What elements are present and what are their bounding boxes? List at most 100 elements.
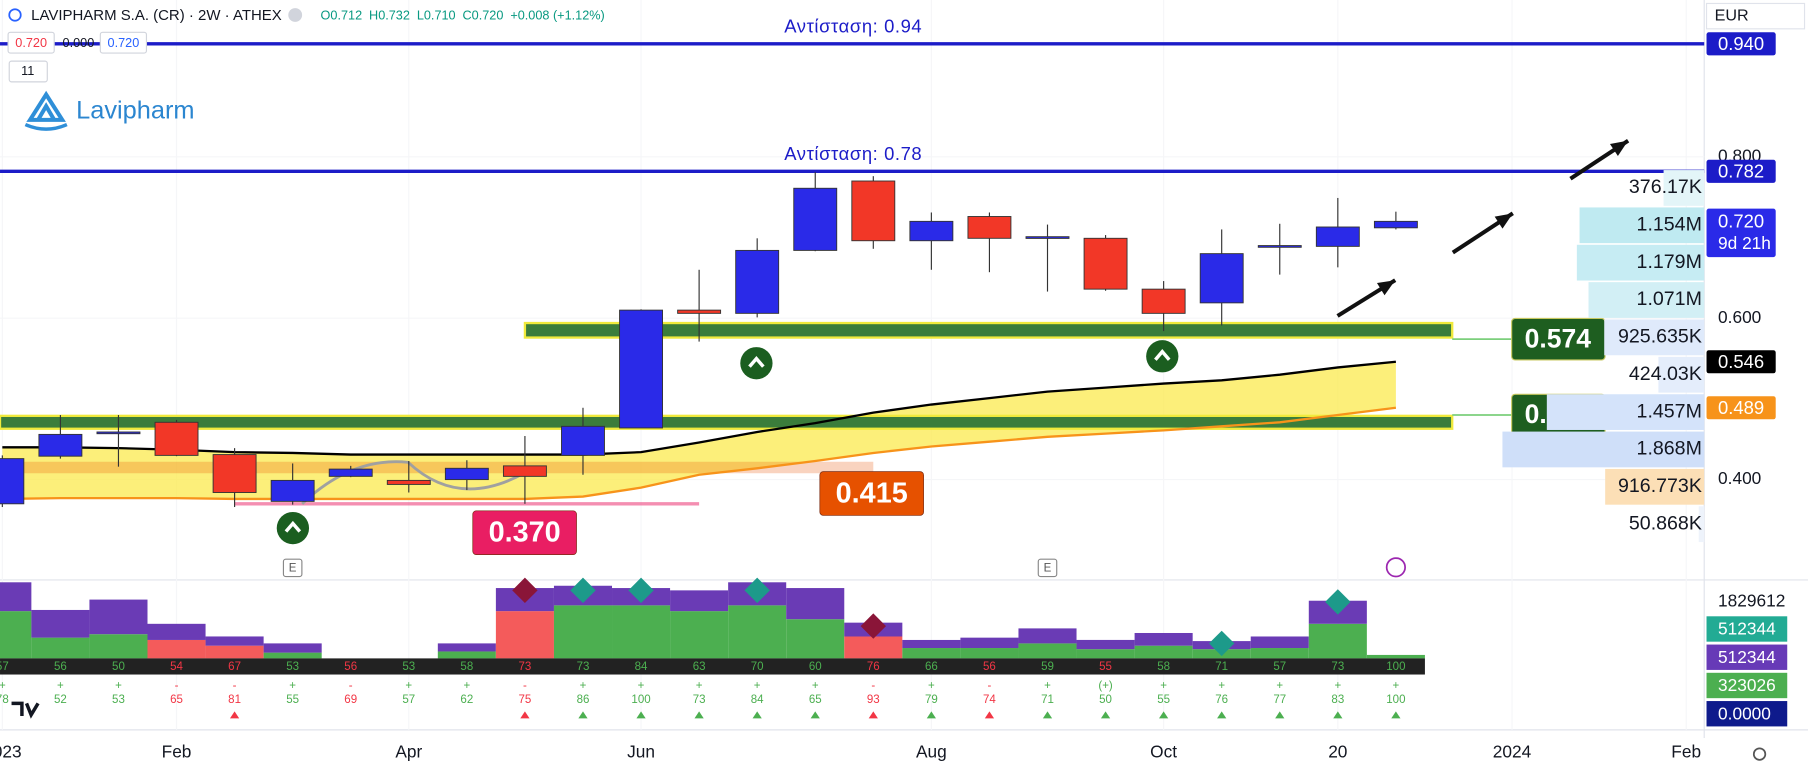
currency-select[interactable] (1705, 2, 1806, 30)
bid-box[interactable] (7, 31, 55, 54)
score-value: 73 (519, 661, 532, 673)
plot: Αντίσταση: 0.94 Αντίσταση: 0.78 (0, 15, 1705, 659)
logo-mark (26, 90, 66, 122)
trend-arrowhead (1609, 140, 1629, 157)
score-value: 76 (867, 661, 880, 673)
event-marker[interactable] (1037, 558, 1058, 578)
ohlc-value: +0.008 (+1.12%) (510, 8, 604, 22)
signal-triangle (926, 711, 936, 719)
indicator-bar (437, 651, 496, 659)
ohlc-value: C0.720 (463, 8, 504, 22)
event-marker[interactable] (282, 558, 303, 578)
indicator-bar (1308, 623, 1367, 659)
score-value: 67 (228, 661, 241, 673)
candle-body (967, 216, 1012, 239)
indicator-bar (1250, 648, 1309, 659)
buy-signal (276, 511, 310, 545)
indicator-bar (1134, 645, 1193, 659)
candle-body (561, 425, 605, 456)
score-value: 63 (693, 661, 706, 673)
score-value: 60 (809, 661, 822, 673)
settings-icon[interactable] (1752, 747, 1767, 761)
rank-value: 79 (925, 694, 938, 706)
rank-value: 62 (460, 694, 473, 706)
countdown: 9d 21h (1718, 233, 1771, 253)
indicator-bar (31, 637, 90, 659)
buy-signal (740, 347, 773, 380)
candle-body (270, 479, 315, 502)
indicator-count: 11 (21, 64, 34, 78)
candle-body (38, 433, 83, 457)
score-value: 66 (925, 661, 938, 673)
x-tick-label: 2023 (0, 742, 22, 762)
rank-value: 81 (228, 694, 241, 706)
signal-sign: + (289, 680, 296, 692)
x-tick-label: Feb (162, 742, 192, 762)
rank-value: 86 (577, 694, 590, 706)
signal-sign: + (463, 680, 470, 692)
signal-triangle (984, 711, 995, 719)
x-tick-label: 2024 (1493, 742, 1532, 762)
signal-triangle (1100, 711, 1111, 719)
rank-value: 52 (54, 694, 67, 706)
rank-value: 69 (344, 694, 357, 706)
ask-box[interactable] (99, 31, 148, 54)
score-value: 57 (0, 661, 9, 673)
candle-body (1373, 220, 1418, 229)
ask-text: 0.720 (108, 36, 140, 50)
volume-profile-label: 916.773K (1618, 475, 1702, 497)
symbol-title: LAVIPHARM S.A. (CR) · 2W · ATHEX (31, 7, 282, 24)
volume-profile-bar (1502, 431, 1705, 468)
rank-value: 55 (1157, 694, 1170, 706)
price-tag-box (1706, 32, 1776, 56)
indicator-bar (1018, 643, 1077, 659)
signal-triangle (810, 711, 820, 719)
score-value: 56 (344, 661, 357, 673)
last-price-tag: 0.720 (1718, 210, 1764, 231)
event-marker-label: E (289, 562, 297, 574)
indicator-bar (1366, 654, 1425, 659)
indicator-bar (89, 634, 148, 659)
level-label: 0.415 (836, 477, 908, 509)
rank-value: 76 (1215, 694, 1228, 706)
indicators-toggle[interactable] (8, 60, 48, 83)
signal-diamond (1209, 630, 1235, 657)
support-zone (0, 414, 1454, 430)
symbol-icon (8, 8, 22, 22)
y-tick-label: 0.600 (1718, 307, 1761, 327)
indicator-tag: 1829612 (1718, 590, 1785, 610)
volume-profile-label: 376.17K (1629, 176, 1702, 198)
candle-body (1315, 226, 1360, 247)
signal-triangle (229, 711, 240, 719)
indicator-tag: 323026 (1718, 675, 1776, 695)
level-label-box (819, 471, 924, 516)
signal-triangle (1333, 711, 1343, 719)
resistance-label: Αντίσταση: 0.94 (784, 16, 922, 37)
indicator-bar (31, 609, 90, 638)
status-icon[interactable] (288, 8, 303, 22)
candle-body (96, 431, 141, 435)
rank-value: 77 (1273, 694, 1286, 706)
candle-body (1141, 288, 1186, 314)
candle-body (444, 467, 489, 481)
indicator-bar (612, 605, 671, 659)
indicator-bar (0, 582, 32, 612)
dividend-marker[interactable] (1385, 557, 1406, 578)
spread-text: 0.000 (63, 36, 95, 50)
y-tick-label: 0.400 (1718, 468, 1761, 488)
indicator-bar (147, 639, 206, 659)
signal-triangle (1159, 711, 1169, 719)
x-tick-label: 20 (1328, 742, 1347, 762)
rank-value: 65 (809, 694, 822, 706)
signal-sign: + (754, 680, 761, 692)
rank-value: 83 (1331, 694, 1344, 706)
candle-body (909, 220, 954, 242)
candle-body (154, 421, 199, 456)
indicator-tag: 512344 (1718, 619, 1776, 639)
signal-sign: + (1334, 680, 1341, 692)
ohlc-value: O0.712 (321, 8, 363, 22)
ma-tag: 0.546 (1718, 351, 1764, 372)
score-strip (0, 658, 1425, 675)
